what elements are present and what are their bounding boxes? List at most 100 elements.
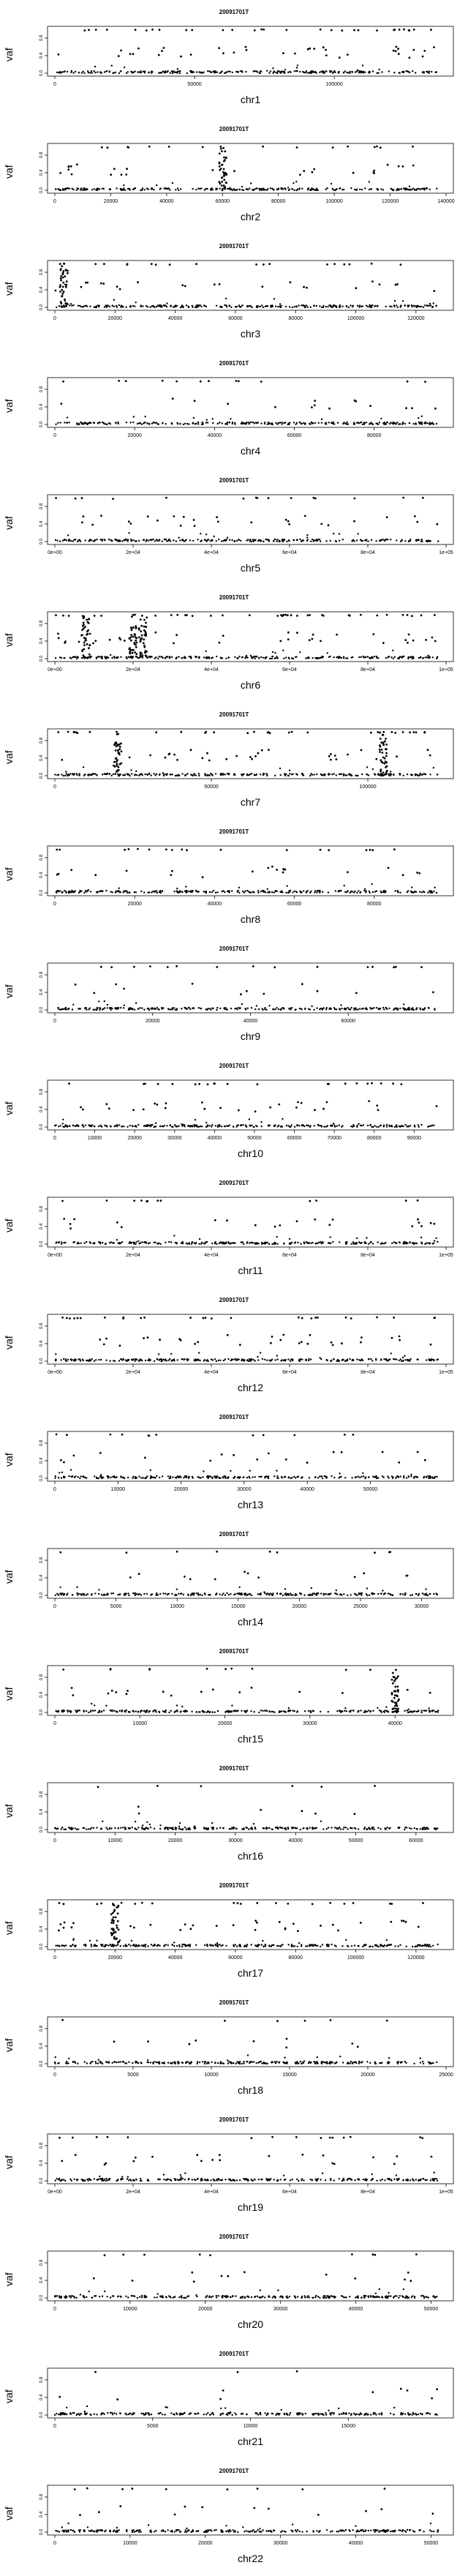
data-point [425, 639, 427, 641]
data-point [178, 1125, 180, 1127]
data-point [352, 656, 354, 659]
data-point [390, 656, 393, 659]
data-point [57, 632, 59, 635]
data-point [214, 1477, 216, 1479]
data-point [325, 54, 328, 56]
x-tick-label: 2e+04 [126, 667, 140, 673]
data-point [375, 655, 378, 658]
data-point [415, 539, 418, 542]
data-point [325, 540, 328, 542]
data-point [383, 539, 386, 542]
data-point [240, 993, 242, 996]
data-point [117, 744, 120, 746]
data-point [269, 187, 272, 190]
data-point [224, 150, 227, 153]
data-point [269, 304, 272, 307]
data-point [246, 773, 249, 776]
data-point [57, 53, 60, 56]
data-point [233, 1477, 235, 1479]
data-point [355, 1237, 358, 1240]
data-point [272, 1008, 274, 1011]
x-tick-label: 5000 [110, 1604, 122, 1609]
data-point [168, 752, 171, 755]
data-point [78, 774, 80, 776]
data-point [329, 1124, 332, 1127]
data-point [98, 1000, 100, 1003]
data-point [385, 1358, 387, 1361]
data-point [61, 1123, 64, 1125]
data-point [226, 1082, 229, 1085]
data-point [345, 891, 348, 894]
data-point [129, 656, 132, 659]
data-point [396, 1007, 399, 1009]
data-point [287, 1358, 290, 1360]
data-point [352, 1126, 354, 1128]
data-point [111, 656, 113, 659]
data-point [388, 1124, 390, 1126]
data-point [189, 539, 192, 542]
data-point [369, 405, 371, 407]
data-point [132, 648, 135, 651]
data-point [431, 422, 434, 424]
data-point [129, 774, 131, 777]
data-point [80, 187, 83, 190]
data-point [225, 657, 227, 659]
data-point [253, 422, 255, 424]
data-point [127, 656, 129, 658]
data-point [67, 272, 69, 274]
data-point [84, 1007, 86, 1010]
data-point [181, 848, 184, 851]
data-point [310, 1317, 313, 1319]
data-point [170, 1008, 172, 1011]
data-point [195, 656, 197, 659]
data-point [194, 1360, 196, 1362]
data-point [298, 187, 301, 190]
data-point [59, 284, 61, 286]
data-point [434, 886, 436, 888]
data-point [429, 302, 431, 305]
data-point [103, 71, 106, 73]
data-point [112, 773, 115, 776]
data-point [409, 189, 411, 191]
data-point [71, 304, 73, 307]
data-point [118, 753, 121, 756]
data-point [385, 738, 387, 740]
data-point [172, 1359, 174, 1361]
data-point [139, 618, 142, 621]
data-point [106, 772, 109, 775]
data-point [97, 71, 99, 73]
data-point [281, 422, 283, 424]
data-point [418, 421, 420, 424]
data-point [407, 70, 410, 72]
data-point [77, 187, 80, 190]
data-point [61, 1199, 64, 1202]
data-point [125, 173, 128, 176]
data-point [304, 422, 306, 424]
data-point [122, 1476, 124, 1478]
data-point [125, 656, 127, 659]
data-point [134, 29, 137, 31]
data-point [274, 1008, 276, 1011]
data-point [371, 1360, 374, 1362]
data-point [224, 304, 226, 307]
data-point [282, 52, 284, 55]
data-point [176, 891, 178, 894]
data-point [82, 654, 85, 656]
data-point [86, 281, 88, 284]
data-point [378, 1007, 380, 1010]
data-point [279, 767, 282, 770]
data-point [154, 1126, 156, 1128]
data-point [143, 72, 146, 74]
data-point [363, 1475, 365, 1478]
data-point [419, 891, 421, 893]
data-point [179, 306, 182, 309]
data-point [200, 1477, 202, 1479]
data-point [100, 1474, 102, 1476]
data-point [290, 1242, 292, 1244]
data-point [249, 1469, 251, 1472]
data-point [151, 539, 153, 542]
data-point [143, 625, 146, 628]
data-point [368, 1594, 371, 1596]
data-point [202, 1476, 204, 1478]
data-point [80, 285, 83, 288]
